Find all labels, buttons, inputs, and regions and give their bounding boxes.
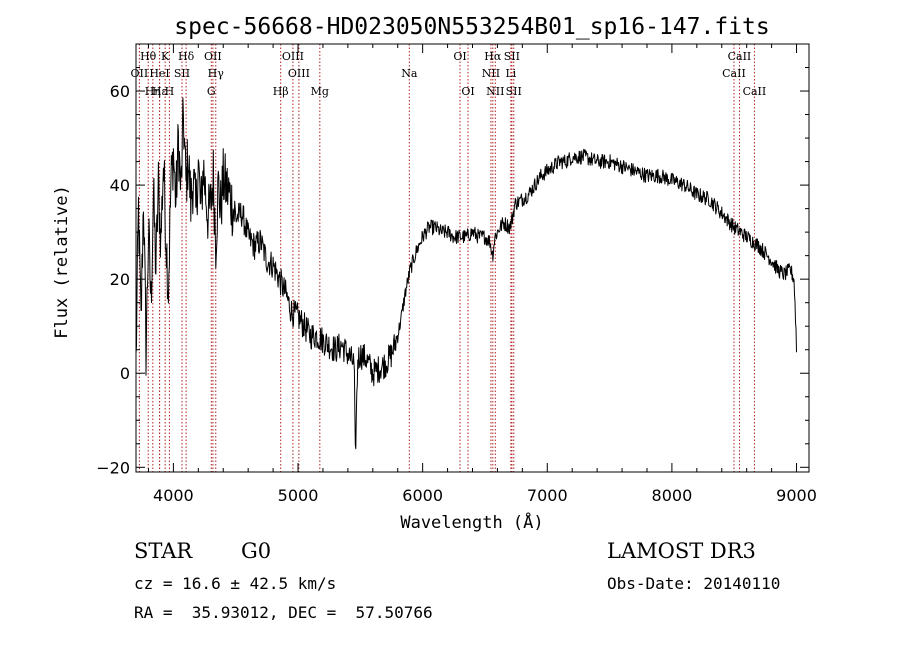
x-tick-label: 8000 [652,486,693,505]
line-marker-label: Hβ [273,85,289,98]
x-axis-label: Wavelength (Å) [400,511,543,533]
x-axis-ticks: 4000 5000 6000 7000 8000 9000 [147,44,817,505]
line-marker-label: K [161,50,170,63]
line-marker-label: SII [506,85,522,98]
y-tick-label: 40 [110,176,130,195]
line-marker-label: H [165,85,175,98]
redshift-cz: cz = 16.6 ± 42.5 km/s [134,574,337,593]
line-marker-label: SII [504,50,520,63]
line-marker-label: NII [482,67,500,80]
line-markers [138,44,755,472]
line-marker-label: Na [401,67,418,80]
line-marker-label: Hδ [178,50,195,63]
line-marker-label: Hγ [208,67,225,80]
line-marker-label: HeI [149,67,169,80]
line-marker-label: G [207,85,216,98]
survey-name: LAMOST DR3 [607,539,756,563]
line-marker-label: OIII [288,67,310,80]
ra-dec-coordinates: RA = 35.93012, DEC = 57.50766 [134,603,433,622]
x-tick-label: 6000 [402,486,443,505]
x-tick-label: 9000 [776,486,817,505]
line-marker-label: NII [486,85,504,98]
object-class: STAR [134,539,193,563]
y-tick-label: 60 [110,82,130,101]
line-marker-label: OIII [282,50,304,63]
y-tick-label: 20 [110,270,130,289]
line-marker-label: Hα [484,50,502,63]
y-axis-label: Flux (relative) [52,185,72,339]
line-marker-label: CaII [728,50,752,63]
observation-date: Obs-Date: 20140110 [607,574,781,593]
y-tick-label: −20 [96,458,130,477]
line-marker-label: OI [461,85,474,98]
y-axis-ticks: −20 0 20 40 60 [96,67,809,477]
line-marker-label: OII [204,50,222,63]
chart-title: spec-56668-HD023050N553254B01_sp16-147.f… [174,14,769,40]
x-tick-label: 7000 [527,486,568,505]
y-tick-label: 0 [120,364,130,383]
line-marker-label: Li [505,67,516,80]
line-marker-label: OI [453,50,466,63]
x-tick-label: 4000 [153,486,194,505]
x-tick-label: 5000 [278,486,319,505]
line-marker-label: Hη [145,85,161,98]
line-marker-label: CaII [743,85,767,98]
line-marker-label: CaII [722,67,746,80]
spectral-subclass: G0 [241,539,272,563]
plot-frame [135,43,810,473]
line-marker-label: OII [131,67,149,80]
line-marker-label: Hθ [140,50,157,63]
line-marker-label: SII [174,67,190,80]
spectrum-line [135,97,797,450]
line-marker-label: Hε [152,85,168,98]
line-marker-label: Mg [311,85,329,98]
